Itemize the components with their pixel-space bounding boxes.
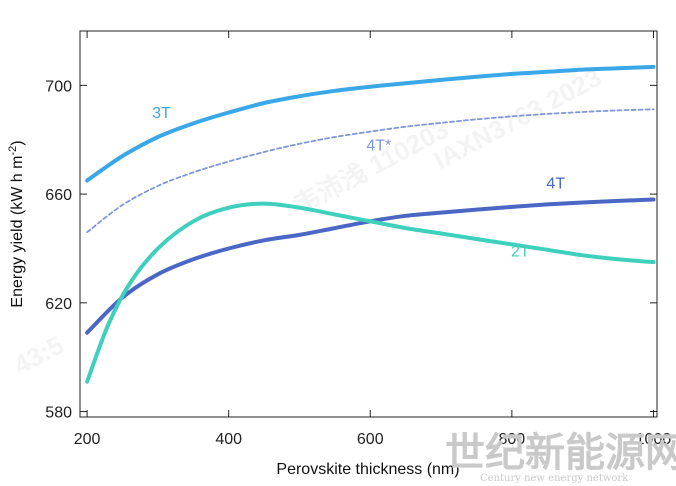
series-label-4t: 4T* <box>366 138 391 155</box>
y-axis-title-sup: -2 <box>7 146 19 156</box>
site-logo-watermark: 世纪新能源网 Century new energy network <box>445 429 676 484</box>
x-axis-title: Perovskite thickness (nm) <box>276 461 459 478</box>
series-label-2t: 2T <box>511 244 530 261</box>
series-label-3t: 3T <box>152 105 171 122</box>
watermark-text-2: 韦沛浅 110203 <box>289 114 454 221</box>
y-axis-title: Energy yield (kW h m-2) <box>7 140 26 307</box>
axis-ticks <box>80 31 657 417</box>
series-layer <box>85 64 656 384</box>
y-axis-title-main: Energy yield (kW h m <box>9 156 26 308</box>
x-tick-label: 1000 <box>636 431 672 448</box>
x-tick-label: 400 <box>215 431 242 448</box>
series-line-2t <box>85 201 656 384</box>
y-tick-label: 620 <box>45 296 72 313</box>
watermark-layer: IAXN3763 2023 韦沛浅 110203 43:5 <box>9 62 606 380</box>
x-tick-label: 200 <box>74 431 101 448</box>
logo-main-text: 世纪新能源网 <box>445 429 676 476</box>
watermark-text-3: 43:5 <box>9 329 69 380</box>
y-tick-label: 700 <box>45 78 72 95</box>
series-annotations: 3T 4T* 4T 2T <box>152 105 565 261</box>
tick-labels: 200 400 600 800 1000 580 620 660 700 <box>45 78 671 448</box>
series-label-4t: 4T <box>546 176 565 193</box>
y-tick-label: 580 <box>45 405 72 422</box>
series-line-3t <box>85 64 656 183</box>
y-axis-title-close: ) <box>9 140 26 145</box>
x-tick-label: 600 <box>357 431 384 448</box>
y-tick-label: 660 <box>45 187 72 204</box>
plot-frame <box>79 30 658 418</box>
logo-sub-text: Century new energy network <box>480 473 629 484</box>
x-tick-label: 800 <box>499 431 526 448</box>
series-line-4t <box>86 108 655 234</box>
